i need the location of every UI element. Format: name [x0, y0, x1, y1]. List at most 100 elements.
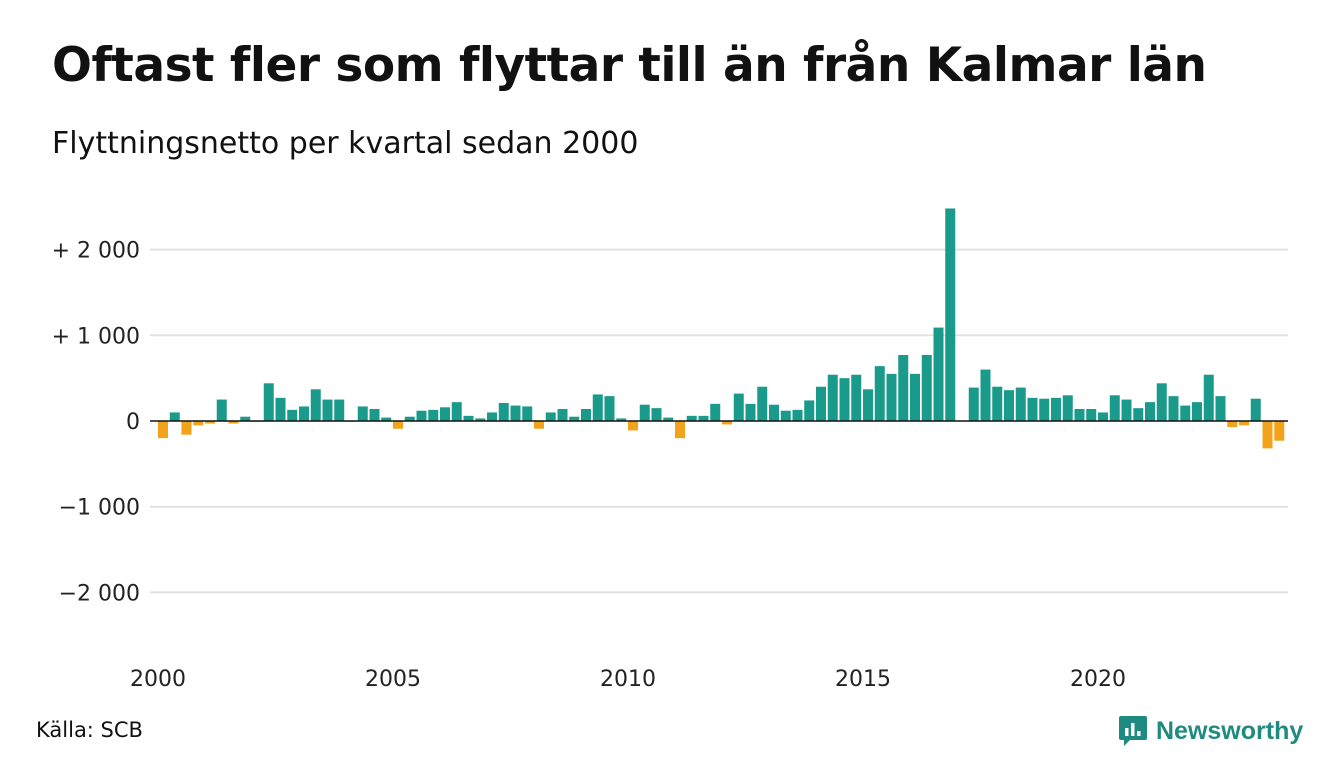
bar: [487, 412, 497, 421]
bar: [534, 421, 544, 429]
bar: [663, 417, 674, 421]
bar: [510, 405, 521, 421]
bar: [275, 397, 286, 421]
brand-logo: Newsworthy: [1118, 714, 1303, 748]
y-axis-labels: + 2 000 + 1 000 0 −1 000 −2 000: [52, 239, 140, 607]
bar: [1180, 405, 1191, 421]
bar: [1109, 395, 1120, 421]
bar: [1239, 421, 1249, 426]
x-tick-label: 2000: [130, 667, 186, 692]
bar: [1133, 408, 1144, 421]
bar: [557, 409, 568, 421]
bar: [463, 415, 474, 421]
bar: [404, 416, 415, 421]
bar: [440, 407, 450, 421]
x-axis-labels: 2000 2005 2010 2015 2020: [130, 667, 1126, 692]
chart-subtitle: Flyttningsnetto per kvartal sedan 2000: [52, 126, 639, 161]
bar: [1051, 397, 1061, 421]
bar: [216, 399, 227, 421]
bar: [921, 355, 932, 421]
bar: [1074, 409, 1085, 421]
bars: [158, 208, 1285, 449]
bar: [733, 393, 744, 421]
bar: [322, 399, 333, 421]
bar: [874, 366, 885, 421]
brand-name: Newsworthy: [1156, 716, 1304, 745]
bar: [745, 403, 756, 421]
x-tick-label: 2015: [835, 667, 891, 692]
bar: [369, 409, 380, 421]
bar: [804, 400, 815, 421]
bar: [639, 404, 650, 421]
bar: [968, 387, 979, 421]
bar: [1027, 397, 1038, 421]
bar: [898, 355, 909, 421]
bar: [827, 374, 838, 421]
bar: [816, 386, 826, 421]
bar: [592, 394, 603, 421]
y-tick-label: + 2 000: [52, 239, 140, 264]
bar: [193, 421, 204, 426]
bar: [1168, 396, 1179, 421]
bar: [334, 399, 345, 421]
bar: [299, 406, 309, 421]
bar: [675, 421, 685, 439]
y-tick-label: −2 000: [59, 581, 140, 606]
bar: [545, 412, 556, 421]
bar: [686, 415, 697, 421]
bar: [1121, 399, 1132, 421]
bar: [475, 418, 486, 421]
bar: [498, 403, 509, 421]
bar: [651, 408, 662, 421]
bar: [1004, 390, 1014, 421]
bar: [980, 369, 991, 421]
bar: [1015, 387, 1026, 421]
grid-lines: [150, 248, 1288, 594]
bar: [310, 389, 321, 421]
bar: [416, 410, 427, 421]
newsworthy-logo-icon: [1119, 716, 1147, 746]
bar: [581, 409, 591, 421]
bar: [287, 409, 298, 421]
bar: [1062, 395, 1073, 421]
x-tick-label: 2020: [1070, 667, 1126, 692]
bar: [839, 378, 850, 421]
bar: [522, 406, 533, 421]
bar: [722, 421, 732, 425]
bar: [240, 416, 251, 421]
bar: [1215, 396, 1226, 421]
x-tick-label: 2005: [365, 667, 421, 692]
bar: [851, 374, 862, 421]
bar: [228, 421, 239, 424]
bar: [1145, 402, 1155, 421]
bar: [1039, 398, 1050, 421]
bar: [158, 421, 168, 439]
bar: [428, 409, 439, 421]
bar: [181, 421, 192, 435]
bar: [569, 416, 580, 421]
bar: [604, 396, 615, 421]
y-tick-label: 0: [126, 410, 140, 435]
bar: [357, 406, 368, 421]
bar: [393, 421, 403, 429]
bar: [628, 421, 638, 431]
bar: [1203, 374, 1214, 421]
bar: [710, 403, 721, 421]
bar: [169, 412, 180, 421]
bar: [451, 402, 462, 421]
bar: [769, 404, 779, 421]
bar: [1250, 398, 1261, 421]
bar: [205, 421, 215, 424]
bar: [933, 327, 944, 421]
bar: [863, 389, 873, 421]
bar: [1098, 412, 1108, 421]
bar: [992, 386, 1003, 421]
bar: [886, 373, 897, 421]
bar: [1192, 402, 1202, 421]
bar: [698, 415, 709, 421]
y-tick-label: −1 000: [59, 496, 140, 521]
bar: [910, 373, 920, 421]
source-note: Källa: SCB: [36, 718, 143, 742]
bar: [263, 383, 274, 421]
